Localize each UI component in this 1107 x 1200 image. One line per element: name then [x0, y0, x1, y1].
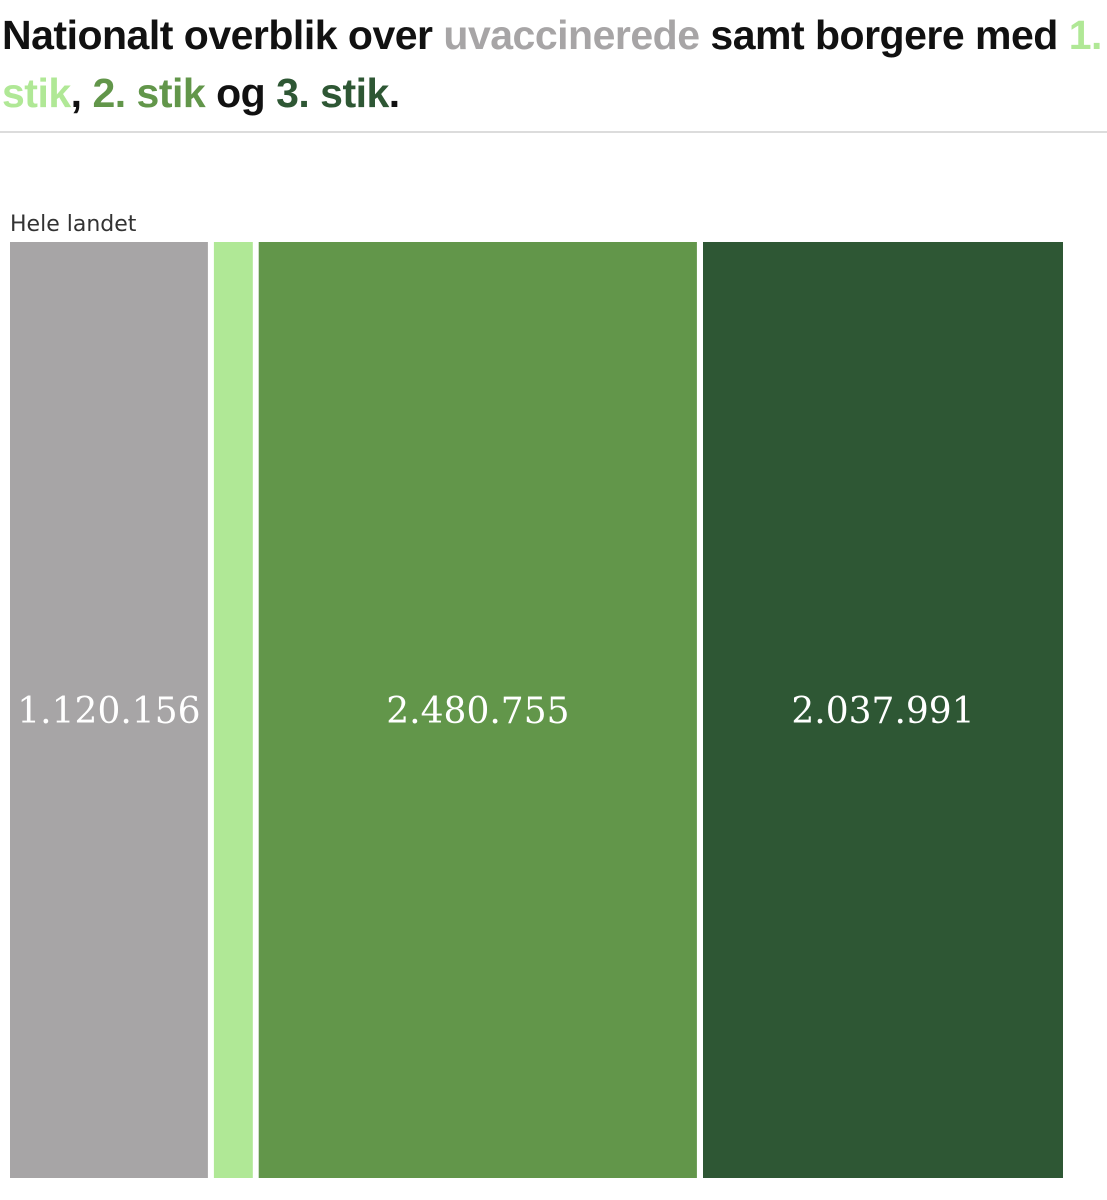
chart-title: Nationalt overblik over uvaccinerede sam…: [2, 6, 1102, 122]
legend-key-dose1: 1. stik: [2, 12, 1102, 116]
bar-segment-3-stik: [703, 242, 1063, 1178]
legend-key-unvaccinated: uvaccinerede: [443, 12, 700, 58]
title-sep-1: ,: [70, 70, 93, 116]
region-label: Hele landet: [10, 212, 137, 237]
title-divider: [0, 131, 1107, 133]
bar-value-label-3-stik: 2.037.991: [791, 691, 974, 732]
bar-segment-2-stik: [258, 242, 697, 1178]
bar-segment-uvaccinerede: [10, 242, 208, 1178]
bar-value-label-uvaccinerede: 1.120.156: [17, 691, 200, 732]
title-sep-2: og: [205, 70, 277, 116]
legend-key-dose2: 2. stik: [92, 70, 206, 116]
bar-value-label-2-stik: 2.480.755: [386, 691, 569, 732]
title-text-2: samt borgere med: [699, 12, 1069, 58]
bar-segment-1-stik: [213, 242, 253, 1178]
title-text-1: Nationalt overblik over: [2, 12, 444, 58]
legend-key-dose3: 3. stik: [276, 70, 389, 116]
title-end: .: [388, 70, 400, 116]
